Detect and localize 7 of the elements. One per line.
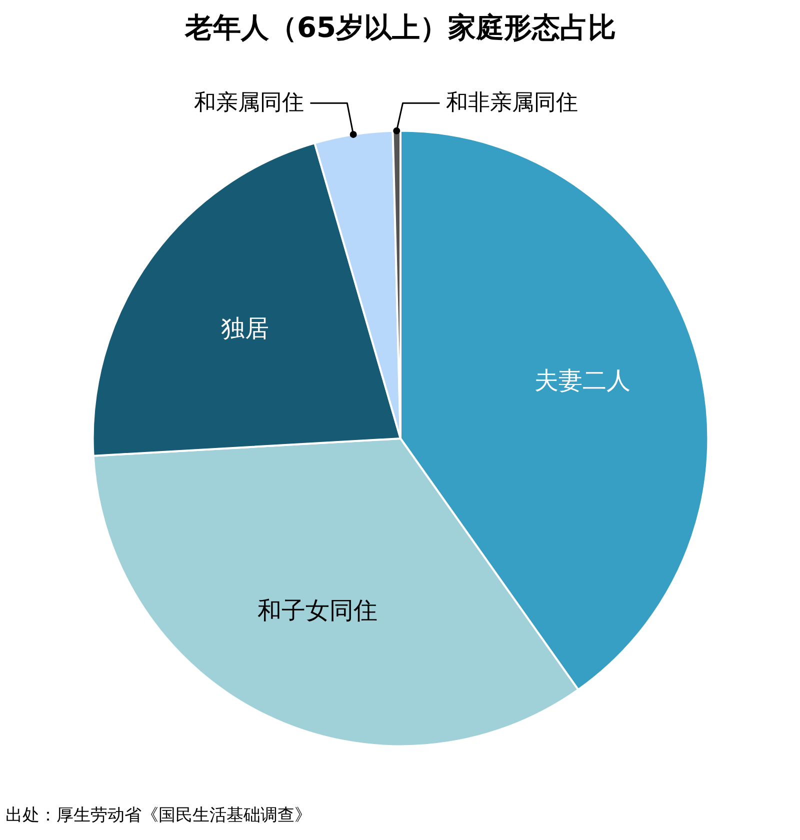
slice-label: 和亲属同住 <box>194 90 304 116</box>
text: 出处：厚生劳动省《国民生活基础调查》 <box>6 806 312 826</box>
slice-label: 和子女同住 <box>258 596 378 624</box>
slice-label: 夫妻二人 <box>534 366 630 395</box>
chart-title: 老年人（65岁以上）家庭形态占比 <box>184 11 616 44</box>
slice-label: 独居 <box>220 314 269 342</box>
slice-label: 和非亲属同住 <box>446 90 578 116</box>
